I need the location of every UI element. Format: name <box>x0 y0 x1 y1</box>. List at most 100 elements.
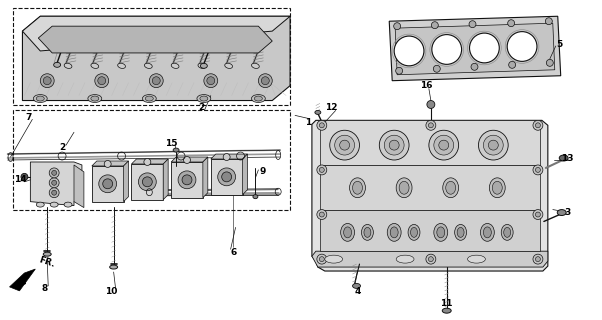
Ellipse shape <box>434 223 448 241</box>
Polygon shape <box>395 23 555 75</box>
Circle shape <box>507 32 537 61</box>
Ellipse shape <box>145 96 154 101</box>
Circle shape <box>509 61 516 68</box>
Ellipse shape <box>480 223 494 241</box>
Polygon shape <box>92 166 123 202</box>
Circle shape <box>319 167 324 172</box>
Circle shape <box>204 74 218 88</box>
Text: 2: 2 <box>197 103 204 112</box>
Circle shape <box>535 257 541 262</box>
Ellipse shape <box>353 181 362 194</box>
Circle shape <box>43 77 51 85</box>
Ellipse shape <box>442 308 451 313</box>
Circle shape <box>433 65 440 72</box>
Circle shape <box>429 257 433 262</box>
Circle shape <box>435 37 459 61</box>
Polygon shape <box>30 162 82 206</box>
Ellipse shape <box>43 252 51 256</box>
Circle shape <box>149 74 163 88</box>
Circle shape <box>340 140 350 150</box>
Ellipse shape <box>396 178 412 198</box>
Ellipse shape <box>36 96 45 101</box>
Circle shape <box>104 161 111 167</box>
Circle shape <box>473 36 496 60</box>
Circle shape <box>427 100 435 108</box>
Ellipse shape <box>255 96 262 101</box>
Ellipse shape <box>445 181 456 194</box>
Circle shape <box>99 175 117 193</box>
Circle shape <box>426 254 436 264</box>
Ellipse shape <box>315 110 321 114</box>
Ellipse shape <box>437 227 445 238</box>
Circle shape <box>535 167 541 172</box>
Circle shape <box>143 177 152 187</box>
Ellipse shape <box>110 265 117 269</box>
Circle shape <box>258 74 272 88</box>
Polygon shape <box>92 161 128 166</box>
Ellipse shape <box>253 195 258 199</box>
Circle shape <box>426 120 436 130</box>
Ellipse shape <box>396 255 414 263</box>
Ellipse shape <box>36 202 45 207</box>
Text: 5: 5 <box>557 39 563 49</box>
Ellipse shape <box>344 227 352 238</box>
Circle shape <box>396 67 403 74</box>
Circle shape <box>384 135 404 155</box>
Polygon shape <box>320 120 540 165</box>
Ellipse shape <box>144 63 152 68</box>
Polygon shape <box>74 165 84 208</box>
Ellipse shape <box>252 95 265 102</box>
Circle shape <box>182 175 192 185</box>
Circle shape <box>533 254 543 264</box>
Circle shape <box>429 130 459 160</box>
Text: 16: 16 <box>420 81 432 90</box>
Polygon shape <box>320 165 540 210</box>
Circle shape <box>434 135 454 155</box>
Ellipse shape <box>504 228 510 237</box>
Ellipse shape <box>341 223 355 241</box>
Circle shape <box>397 39 421 63</box>
Polygon shape <box>163 159 168 200</box>
Ellipse shape <box>91 96 99 101</box>
Circle shape <box>223 154 230 161</box>
Text: 2: 2 <box>59 143 65 152</box>
Circle shape <box>52 190 57 195</box>
Ellipse shape <box>483 227 491 238</box>
Polygon shape <box>203 157 208 198</box>
Ellipse shape <box>457 228 464 237</box>
Circle shape <box>218 168 235 186</box>
Circle shape <box>317 210 327 220</box>
Circle shape <box>439 140 448 150</box>
Circle shape <box>184 156 190 164</box>
Polygon shape <box>171 162 203 198</box>
Text: FR.: FR. <box>37 255 56 269</box>
Circle shape <box>317 165 327 175</box>
Circle shape <box>319 257 324 262</box>
Ellipse shape <box>353 284 361 288</box>
Text: 14: 14 <box>14 175 26 184</box>
Circle shape <box>317 254 327 264</box>
Text: 1: 1 <box>305 118 311 127</box>
Ellipse shape <box>399 181 409 194</box>
Ellipse shape <box>559 155 568 161</box>
Circle shape <box>510 35 534 58</box>
Circle shape <box>389 140 399 150</box>
Circle shape <box>533 165 543 175</box>
Text: 11: 11 <box>441 299 453 308</box>
Circle shape <box>330 130 359 160</box>
Text: 3: 3 <box>565 208 571 217</box>
Ellipse shape <box>390 227 398 238</box>
Circle shape <box>319 212 324 217</box>
Polygon shape <box>39 26 272 53</box>
Text: 7: 7 <box>25 113 31 122</box>
Circle shape <box>488 140 498 150</box>
Circle shape <box>144 158 151 165</box>
Ellipse shape <box>64 63 72 68</box>
Polygon shape <box>10 269 36 291</box>
Ellipse shape <box>197 95 211 102</box>
Circle shape <box>432 35 462 64</box>
Polygon shape <box>211 159 243 195</box>
Ellipse shape <box>117 63 125 68</box>
Polygon shape <box>22 16 290 51</box>
Ellipse shape <box>364 228 371 237</box>
